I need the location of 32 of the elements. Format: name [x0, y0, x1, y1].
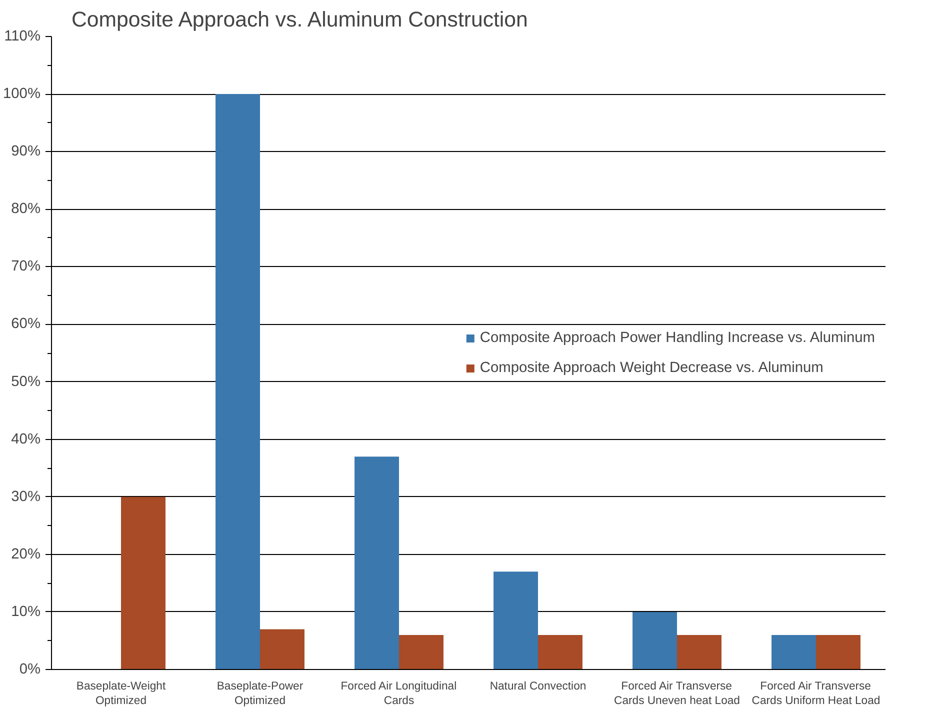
y-tick-label: 70%	[11, 258, 41, 275]
bar	[399, 634, 444, 670]
bar	[632, 612, 677, 670]
y-tick-label: 60%	[11, 316, 41, 332]
y-tick-label: 20%	[11, 546, 41, 562]
y-tick-label: 0%	[19, 662, 41, 678]
bar	[816, 634, 860, 670]
y-tick-label: 30%	[11, 488, 41, 505]
legend-label: Composite Approach Power Handling Increase vs. Aluminum	[480, 330, 875, 346]
x-tick-label: Baseplate-Weight Optimized	[76, 680, 166, 707]
x-tick-label: Natural Convection	[490, 680, 586, 692]
y-tick-label: 80%	[11, 201, 41, 218]
bar	[494, 572, 538, 670]
bar	[216, 94, 260, 670]
bar	[121, 496, 166, 670]
y-tick-label: 100%	[3, 86, 41, 102]
bar	[677, 634, 722, 670]
x-tick-label: Forced Air Transverse Cards Uneven heat Load	[614, 680, 740, 707]
bar	[538, 634, 582, 670]
x-tick-label: Forced Air Longitudinal Cards	[340, 680, 457, 707]
bar	[354, 456, 399, 670]
chart-title: Composite Approach vs. Aluminum Construction	[72, 8, 528, 32]
bar	[260, 629, 304, 670]
bar	[772, 634, 816, 670]
y-tick-label: 90%	[11, 144, 41, 160]
x-tick-label: Forced Air Transverse Cards Uniform Heat Load	[752, 680, 880, 707]
y-tick-label: 50%	[11, 374, 41, 390]
y-tick-label: 110%	[4, 28, 41, 44]
x-tick-label: Baseplate-Power Optimized	[216, 680, 304, 707]
y-tick-label: 10%	[11, 604, 41, 620]
legend-label: Composite Approach Weight Decrease vs. Aluminum	[480, 360, 824, 376]
y-tick-label: 40%	[11, 431, 41, 448]
